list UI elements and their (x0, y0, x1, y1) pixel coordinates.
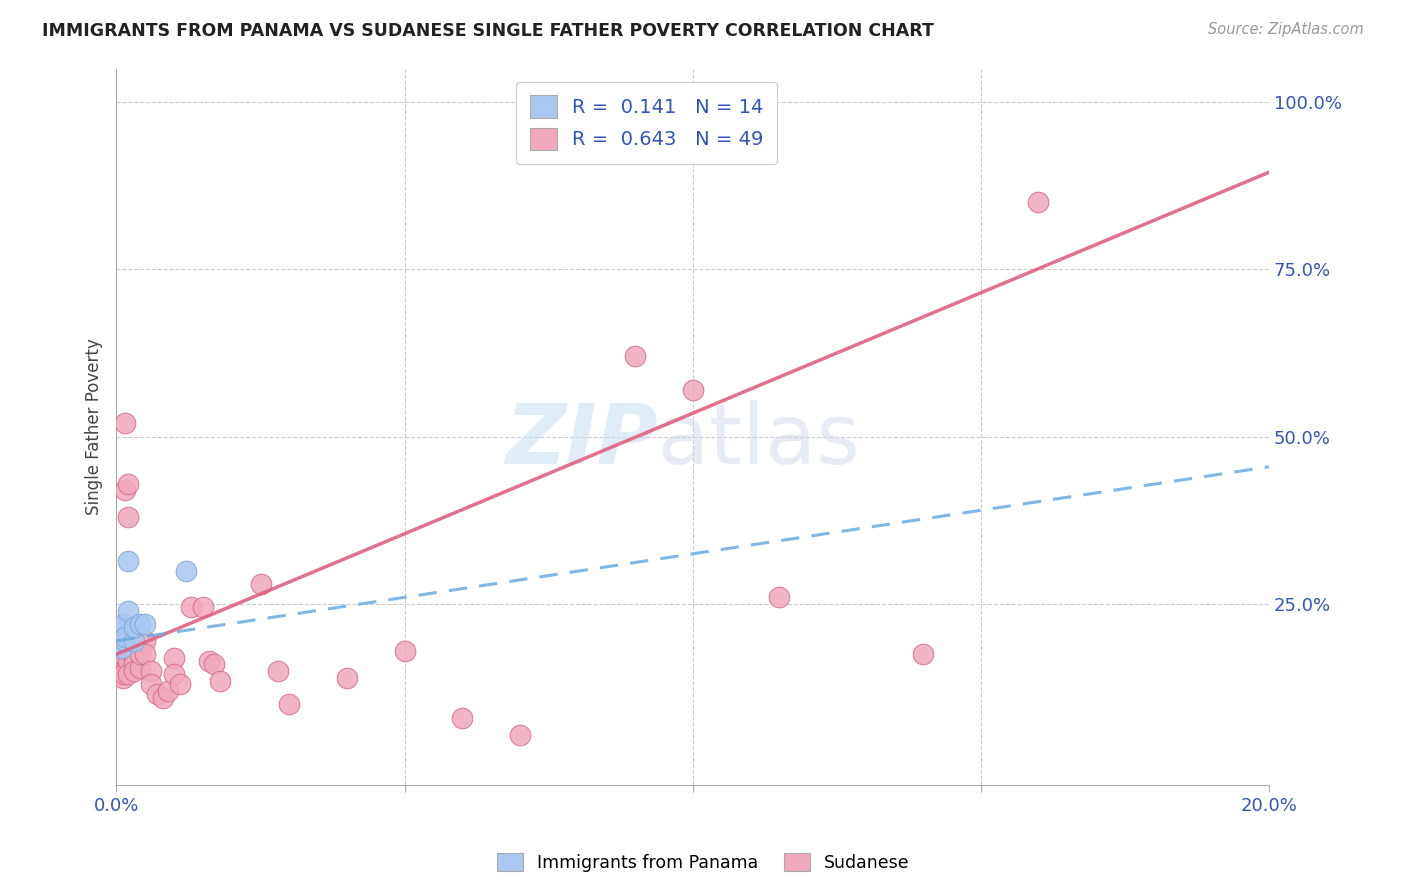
Legend: Immigrants from Panama, Sudanese: Immigrants from Panama, Sudanese (489, 847, 917, 879)
Point (122, 650, 145, 665)
Point (682, 383, 704, 397)
Point (134, 617, 156, 632)
Point (110, 667, 132, 681)
Legend: R =  0.141   N = 14, R =  0.643   N = 49: R = 0.141 N = 14, R = 0.643 N = 49 (516, 82, 778, 164)
Point (624, 349, 647, 363)
Point (114, 483, 136, 498)
Point (134, 633, 156, 648)
Y-axis label: Single Father Poverty: Single Father Poverty (86, 338, 103, 515)
Point (114, 631, 136, 645)
Point (163, 667, 186, 681)
Point (117, 510, 139, 524)
Point (108, 633, 131, 648)
Point (152, 690, 174, 705)
Point (111, 620, 134, 634)
Point (394, 644, 416, 658)
Point (180, 600, 202, 615)
Point (111, 640, 134, 655)
Point (134, 647, 156, 661)
Point (122, 657, 145, 672)
Point (114, 417, 136, 431)
Point (128, 647, 150, 661)
Point (117, 604, 139, 618)
Point (509, 727, 531, 741)
Point (111, 633, 134, 648)
Point (169, 677, 191, 691)
Point (122, 633, 145, 648)
Point (112, 667, 135, 681)
Point (122, 664, 145, 678)
Point (117, 553, 139, 567)
Point (336, 671, 359, 685)
Point (139, 664, 162, 678)
Point (110, 660, 132, 674)
Point (209, 673, 232, 688)
Point (146, 687, 169, 701)
Point (163, 650, 186, 665)
Point (108, 647, 131, 661)
Point (117, 476, 139, 491)
Point (768, 591, 790, 605)
Point (1028, 195, 1050, 210)
Point (278, 698, 301, 712)
Point (107, 640, 129, 655)
Text: ZIP: ZIP (506, 401, 658, 482)
Text: atlas: atlas (658, 401, 860, 482)
Point (197, 654, 219, 668)
Point (110, 654, 132, 668)
Point (128, 617, 150, 632)
Point (451, 711, 474, 725)
Point (912, 647, 935, 661)
Point (110, 631, 132, 645)
Point (122, 620, 145, 634)
Text: IMMIGRANTS FROM PANAMA VS SUDANESE SINGLE FATHER POVERTY CORRELATION CHART: IMMIGRANTS FROM PANAMA VS SUDANESE SINGL… (42, 22, 934, 40)
Text: Source: ZipAtlas.com: Source: ZipAtlas.com (1208, 22, 1364, 37)
Point (204, 657, 226, 672)
Point (117, 654, 139, 668)
Point (114, 633, 136, 648)
Point (191, 600, 214, 615)
Point (111, 640, 134, 655)
Point (112, 617, 135, 632)
Point (112, 671, 135, 685)
Point (117, 667, 139, 681)
Point (111, 647, 134, 661)
Point (267, 664, 290, 678)
Point (249, 577, 271, 591)
Point (108, 633, 131, 648)
Point (157, 684, 180, 698)
Point (139, 677, 162, 691)
Point (174, 564, 197, 578)
Point (128, 660, 150, 674)
